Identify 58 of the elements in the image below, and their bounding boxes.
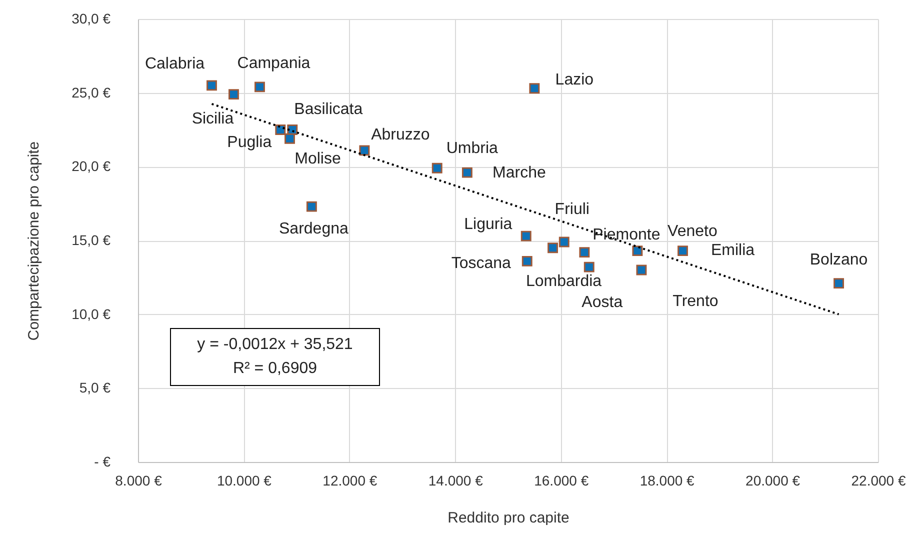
annotation: Sicilia bbox=[192, 110, 234, 128]
point bbox=[359, 145, 370, 156]
point bbox=[228, 89, 239, 100]
annotation: Liguria bbox=[464, 216, 512, 234]
annotation: Aosta bbox=[582, 294, 623, 312]
point bbox=[678, 246, 688, 256]
y-tick-label: 25,0 € bbox=[72, 84, 111, 100]
annotation: Basilicata bbox=[294, 100, 363, 118]
y-tick-label: 5,0 € bbox=[79, 380, 111, 396]
annotation: Molise bbox=[294, 150, 341, 168]
x-tick-label: 14.000 € bbox=[428, 472, 484, 488]
x-tick-label: 18.000 € bbox=[640, 472, 695, 488]
annotation: Emilia bbox=[710, 242, 755, 259]
annotation: y = -0,0012x + 35,521 bbox=[196, 335, 354, 355]
point bbox=[462, 167, 472, 178]
point bbox=[558, 236, 570, 248]
annotation: R² = 0,6909 bbox=[232, 359, 318, 379]
y-tick-label: 15,0 € bbox=[72, 232, 111, 248]
point bbox=[284, 133, 295, 144]
y-axis-title: Compartecipazione pro capite bbox=[26, 141, 43, 341]
point bbox=[520, 230, 532, 242]
point bbox=[584, 262, 594, 272]
x-tick-label: 12.000 € bbox=[322, 472, 378, 488]
x-tick-label: 20.000 € bbox=[746, 472, 800, 488]
annotation: Friuli bbox=[554, 200, 590, 218]
annotation: Puglia bbox=[227, 134, 272, 151]
equation-box: y = -0,0012x + 35,521 R² = 0,6909 bbox=[170, 328, 380, 386]
x-tick-label: 16.000 € bbox=[534, 472, 589, 488]
point bbox=[306, 201, 317, 212]
annotation: Campania bbox=[237, 54, 310, 72]
point bbox=[632, 246, 643, 256]
x-tick-label: 10.000 € bbox=[216, 472, 272, 488]
annotation: Marche bbox=[492, 164, 546, 182]
annotation: Calabria bbox=[144, 55, 205, 72]
y-tick-label: 30,0 € bbox=[72, 10, 111, 26]
annotation: Veneto bbox=[668, 222, 718, 240]
point bbox=[548, 242, 558, 254]
point bbox=[432, 162, 442, 174]
y-tick-label: 20,0 € bbox=[72, 158, 111, 174]
x-tick-label: 22.000 € bbox=[851, 472, 906, 488]
annotation: Umbria bbox=[446, 140, 498, 158]
x-tick-label: 8.000 € bbox=[115, 472, 162, 488]
point bbox=[522, 256, 532, 266]
point bbox=[206, 80, 217, 91]
annotation: Lazio bbox=[555, 71, 594, 88]
annotation: Lombardia bbox=[526, 272, 602, 290]
annotation: Abruzzo bbox=[371, 126, 430, 144]
y-tick-label: - € bbox=[94, 454, 111, 470]
point bbox=[529, 83, 540, 94]
point bbox=[254, 82, 265, 92]
point bbox=[834, 278, 844, 289]
annotation: Toscana bbox=[451, 255, 512, 272]
point bbox=[636, 264, 647, 276]
y-tick-label: 10,0 € bbox=[72, 306, 111, 322]
point bbox=[579, 247, 590, 258]
annotation: Trento bbox=[672, 293, 718, 310]
annotation: Sardegna bbox=[278, 220, 348, 238]
annotation: Bolzano bbox=[810, 251, 868, 268]
